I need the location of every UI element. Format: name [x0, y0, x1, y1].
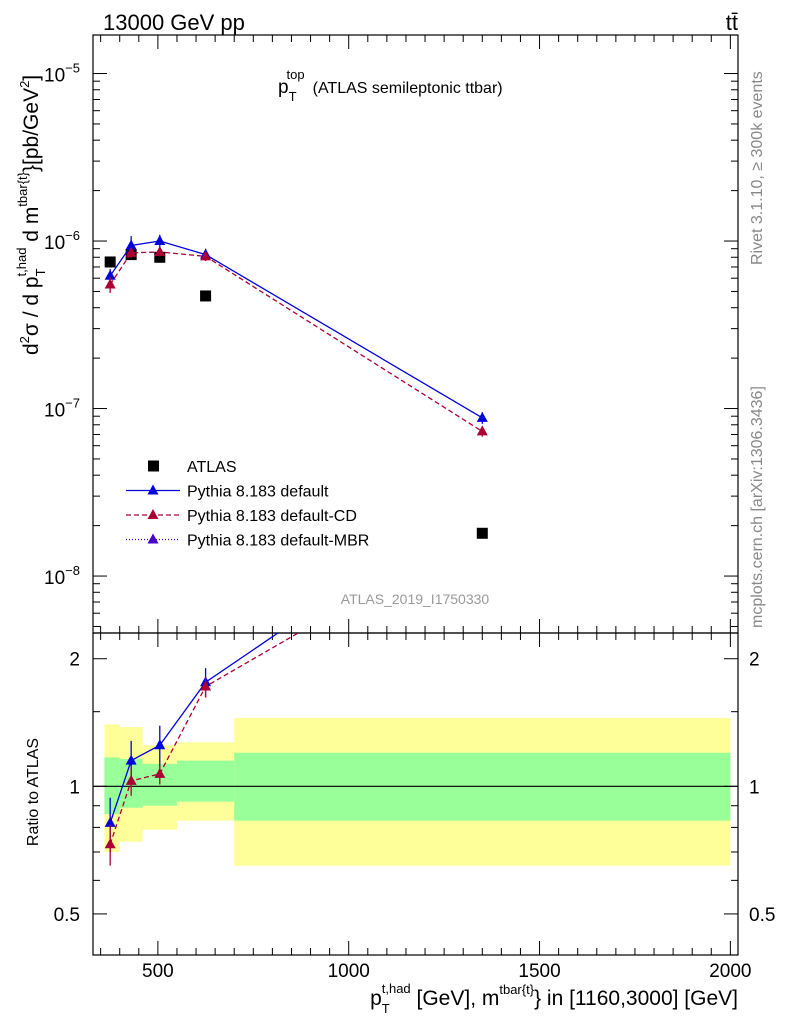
ratio-tick-label: 1 — [69, 777, 80, 798]
legend-marker-atlas — [148, 461, 159, 472]
ratio-tick-label: 2 — [69, 650, 80, 671]
header-left: 13000 GeV pp — [103, 10, 245, 35]
ratio-marker-pythia-8-183-default — [477, 488, 488, 498]
marker-pythia-8-183-default-cd — [154, 246, 165, 256]
x-tick-label: 500 — [142, 961, 174, 982]
x-tick-label: 1000 — [328, 961, 370, 982]
x-axis-label: pTt,had [GeV], mtbar{t}} in [1160,3000] … — [370, 981, 738, 1016]
legend-label-pythia-8-183-default-mbr: Pythia 8.183 default-MBR — [187, 533, 369, 550]
plot-title: pTtop(ATLAS semileptonic ttbar) — [278, 67, 503, 104]
x-tick-label: 1500 — [518, 961, 560, 982]
ratio-tick-label-right: 0.5 — [749, 905, 775, 926]
green-band-bin-3 — [177, 761, 234, 802]
legend-marker-pythia-8-183-default-cd — [148, 509, 159, 519]
y-tick-label: 10−8 — [44, 563, 80, 589]
y-axis-label-lower: Ratio to ATLAS — [25, 738, 42, 846]
analysis-id: ATLAS_2019_I1750330 — [341, 591, 490, 607]
marker-pythia-8-183-default-cd — [477, 425, 488, 435]
ratio-tick-label-right: 1 — [749, 777, 760, 798]
legend-marker-pythia-8-183-default-mbr — [148, 534, 159, 544]
ratio-bands — [104, 718, 730, 866]
marker-pythia-8-183-default — [477, 412, 488, 422]
mcplots-label: mcplots.cern.ch [arXiv:1306.3436] — [749, 386, 766, 628]
marker-pythia-8-183-default — [154, 235, 165, 245]
y-tick-label: 10−5 — [44, 61, 80, 87]
y-tick-label: 10−6 — [44, 228, 80, 254]
ratio-tick-label-right: 2 — [749, 650, 760, 671]
legend: ATLAS Pythia 8.183 default Pythia 8.183 de… — [126, 459, 369, 550]
y-tick-label: 10−7 — [44, 396, 80, 422]
ratio-tick-label: 0.5 — [54, 905, 80, 926]
series-line-pythia-8-183-default-cd — [110, 252, 482, 431]
rivet-label: Rivet 3.1.10, ≥ 300k events — [749, 71, 766, 265]
legend-marker-pythia-8-183-default — [148, 485, 159, 495]
marker-pythia-8-183-default-cd — [105, 279, 116, 289]
chart: 13000 GeV pp tt̄ Rivet 3.1.10, ≥ 300k ev… — [0, 0, 786, 1024]
legend-label-pythia-8-183-default-cd: Pythia 8.183 default-CD — [187, 508, 357, 525]
y-axis-label-upper: d2σ / d pTt,had d mtbar{t}}[pb/GeV2] — [14, 75, 48, 355]
series-line-pythia-8-183-default — [110, 241, 482, 418]
data-point-atlas — [200, 290, 211, 301]
header-right: tt̄ — [726, 10, 738, 35]
x-tick-label: 2000 — [709, 961, 751, 982]
data-point-atlas — [105, 256, 116, 267]
legend-label-pythia-8-183-default: Pythia 8.183 default — [187, 484, 329, 501]
data-point-atlas — [477, 528, 488, 539]
legend-label-atlas: ATLAS — [187, 459, 237, 476]
